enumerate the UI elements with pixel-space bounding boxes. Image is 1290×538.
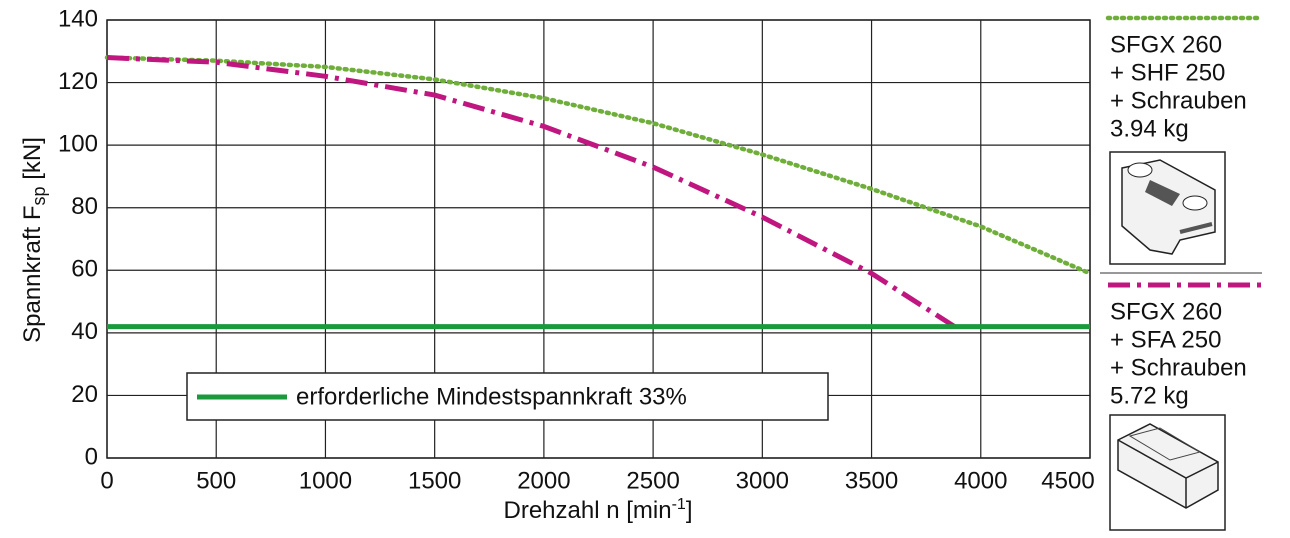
- y-axis-title: Spannkraft Fsp [kN]: [19, 137, 49, 343]
- x-tick-label: 500: [196, 467, 236, 494]
- y-tick-label: 140: [58, 5, 98, 32]
- y-tick-label: 120: [58, 68, 98, 95]
- legend-label: + Schrauben: [1110, 354, 1247, 381]
- x-tick-label: 2500: [626, 467, 679, 494]
- jaw-icon: [1110, 152, 1225, 264]
- x-axis-title-part: Drehzahl n [min: [504, 497, 672, 524]
- y-tick-label: 100: [58, 130, 98, 157]
- legend-label: + Schrauben: [1110, 87, 1247, 114]
- legend-label: 5.72 kg: [1110, 382, 1189, 409]
- y-tick-label: 20: [71, 381, 98, 408]
- x-tick-label: 1500: [408, 467, 461, 494]
- x-axis-title-part: -1: [672, 496, 686, 513]
- y-axis-title-part: [kN]: [19, 137, 46, 186]
- x-tick-label: 4000: [954, 467, 1007, 494]
- y-tick-label: 80: [71, 193, 98, 220]
- chart: 0 20 40 60 80 100 120 140 0 500 1000 1500 2000 2500 30…: [0, 0, 1290, 533]
- jaw-icon: [1110, 415, 1225, 530]
- x-tick-label: 0: [100, 467, 113, 494]
- x-tick-label: 3500: [845, 467, 898, 494]
- x-tick-label: 4500: [1041, 467, 1094, 494]
- legend-label: SFGX 260: [1110, 31, 1222, 58]
- legend-label: 3.94 kg: [1110, 115, 1189, 142]
- legend-label: + SHF 250: [1110, 59, 1225, 86]
- legend-label: SFGX 260: [1110, 298, 1222, 325]
- y-tick-label: 40: [71, 318, 98, 345]
- y-axis-title-part: sp: [29, 186, 49, 205]
- legend-label: erforderliche Mindestspannkraft 33%: [296, 383, 687, 410]
- y-axis-title-part: Spannkraft F: [19, 205, 46, 342]
- x-tick-label: 3000: [736, 467, 789, 494]
- x-axis-title-part: ]: [686, 497, 693, 524]
- y-tick-label: 60: [71, 256, 98, 283]
- x-tick-label: 2000: [517, 467, 570, 494]
- x-axis-title: Drehzahl n [min-1]: [504, 496, 693, 524]
- legend-label: + SFA 250: [1110, 326, 1221, 353]
- y-tick-label: 0: [85, 443, 98, 470]
- x-tick-label: 1000: [299, 467, 352, 494]
